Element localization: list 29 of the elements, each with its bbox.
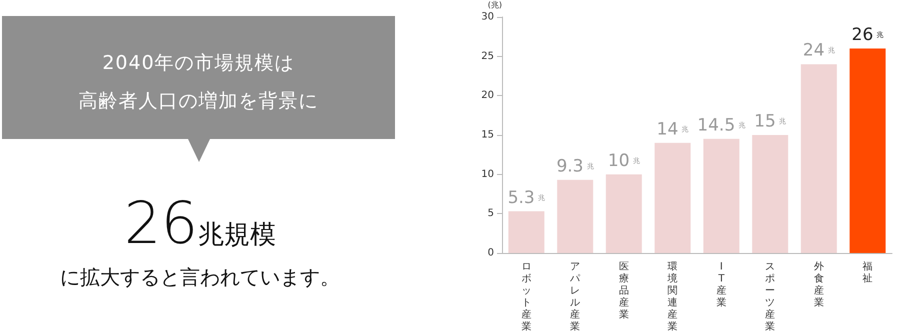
x-tick-label: 医療品産業 <box>618 262 629 320</box>
y-tick-label: 10 <box>481 168 494 180</box>
x-tick-label: 外食産業 <box>814 262 824 308</box>
text: 高齢者人口の増加を背景に <box>78 89 320 114</box>
bar <box>800 64 837 253</box>
y-tick-label: 0 <box>488 248 494 258</box>
y-tick-label: 25 <box>481 50 494 62</box>
y-tick-label: 30 <box>481 12 494 22</box>
x-tick-label: 環境関連産業 <box>666 262 678 332</box>
bar <box>606 174 642 253</box>
x-tick-label: スポーツ産業 <box>765 262 776 332</box>
y-tick-label: 15 <box>481 130 494 140</box>
x-tick-label: ロボット産業 <box>521 262 532 332</box>
x-tick-label: 福祉 <box>862 260 873 284</box>
x-tick-label: IT産業 <box>716 262 726 308</box>
x-tick-label: アパレル産業 <box>569 262 582 332</box>
y-tick-label: 5 <box>488 208 494 220</box>
bar <box>557 180 594 253</box>
bar <box>654 142 691 253</box>
y-axis-title: (兆) <box>488 0 502 10</box>
bar <box>703 138 740 253</box>
text: に拡大すると言われています。 <box>59 264 341 291</box>
bar <box>752 135 788 253</box>
bar <box>508 211 544 253</box>
text: 26 <box>124 189 198 257</box>
text: 2040年の市場規模は <box>101 51 296 76</box>
bar <box>850 48 886 253</box>
text: 兆規模 <box>198 220 276 250</box>
y-tick-label: 20 <box>481 90 494 102</box>
